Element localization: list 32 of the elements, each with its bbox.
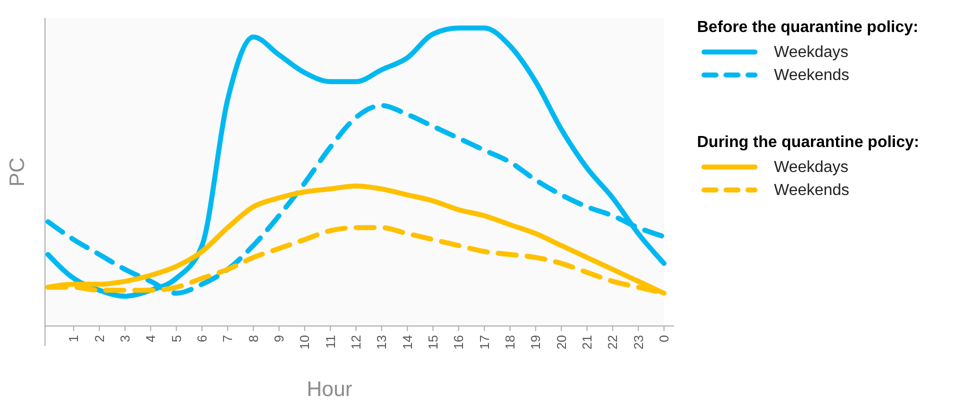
x-tick-label: 22: [605, 335, 620, 350]
x-tick-label: 8: [246, 335, 261, 342]
x-tick-label: 9: [272, 335, 287, 342]
legend-label: Weekdays: [774, 44, 848, 61]
text: During the quarantine policy:: [697, 134, 920, 151]
legend-label: Weekends: [774, 67, 850, 84]
x-tick-label: 21: [580, 335, 595, 350]
legend-label: Weekdays: [774, 159, 848, 176]
x-tick-label: 3: [118, 335, 133, 342]
x-tick-label: 18: [502, 335, 518, 350]
x-tick-label: 16: [451, 335, 466, 350]
x-tick-label: 10: [297, 335, 312, 350]
x-tick-label: 14: [400, 335, 415, 350]
x-tick-label: 13: [374, 335, 390, 350]
x-tick-label: 19: [528, 335, 544, 350]
x-tick-label: 6: [194, 335, 210, 342]
legend-label: Weekends: [774, 182, 850, 199]
text: Before the quarantine policy:: [697, 19, 918, 36]
x-tick-label: 12: [348, 335, 364, 350]
x-tick-label: 2: [92, 335, 107, 342]
y-axis-title: PC: [6, 157, 29, 187]
x-tick-label: 11: [322, 335, 338, 348]
x-tick-label: 23: [630, 335, 646, 350]
x-tick-label: 4: [143, 335, 158, 342]
x-tick-label: 1: [66, 335, 82, 342]
x-tick-label: 15: [426, 335, 441, 350]
x-axis-title: Hour: [306, 378, 352, 401]
x-tick-label: 0: [656, 335, 672, 342]
x-tick-label: 5: [168, 335, 184, 342]
x-tick-label: 20: [554, 335, 569, 350]
x-tick-label: 17: [476, 335, 492, 350]
x-tick-label: 7: [220, 335, 236, 342]
